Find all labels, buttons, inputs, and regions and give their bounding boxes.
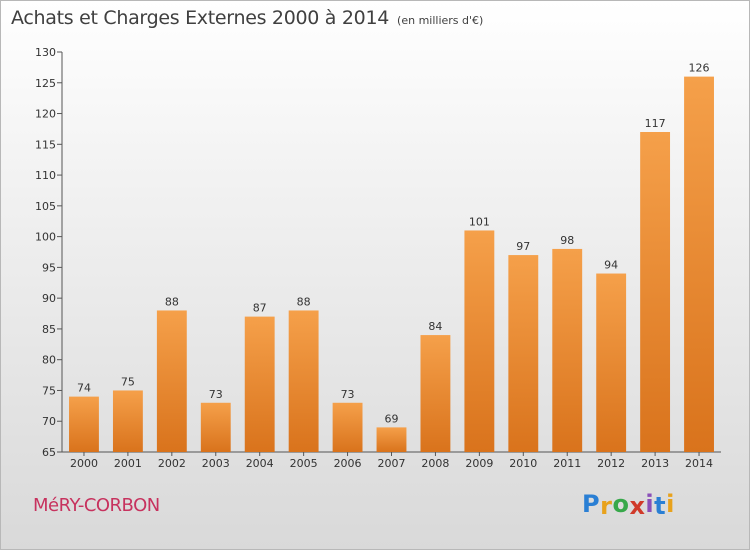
logo-letter: r — [600, 492, 613, 520]
chart-title: Achats et Charges Externes 2000 à 2014 (e… — [11, 7, 483, 29]
title-text: Achats et Charges Externes 2000 à 2014 — [11, 7, 390, 29]
x-tick-label: 2006 — [334, 457, 362, 470]
y-tick-label: 70 — [42, 415, 56, 428]
proxiti-logo: Proxiti — [582, 490, 675, 520]
bar-value-label: 117 — [645, 117, 666, 130]
x-tick-label: 2001 — [114, 457, 142, 470]
bar-value-label: 73 — [341, 388, 355, 401]
bar — [684, 76, 714, 452]
y-tick-label: 75 — [42, 384, 56, 397]
y-tick-label: 115 — [35, 138, 56, 151]
x-tick-label: 2003 — [202, 457, 230, 470]
x-tick-label: 2010 — [509, 457, 537, 470]
bar — [596, 273, 627, 452]
bar-value-label: 75 — [121, 375, 135, 388]
bar-value-label: 87 — [253, 302, 267, 315]
bar — [376, 427, 407, 452]
bar-value-label: 74 — [77, 382, 91, 395]
y-tick-label: 105 — [35, 200, 56, 213]
bar — [552, 248, 583, 452]
bar-value-label: 88 — [297, 295, 311, 308]
x-tick-label: 2014 — [685, 457, 713, 470]
bar — [69, 396, 99, 452]
bar-value-label: 94 — [604, 259, 618, 272]
bar — [112, 390, 143, 452]
bar — [200, 402, 231, 452]
logo-letter: o — [612, 490, 630, 518]
y-tick-label: 90 — [42, 292, 56, 305]
y-tick-label: 125 — [35, 77, 56, 90]
logo-letter: P — [582, 490, 601, 518]
logo-letter: i — [666, 490, 675, 518]
bars — [69, 76, 714, 452]
y-tick-label: 130 — [35, 46, 56, 59]
y-tick-label: 95 — [42, 261, 56, 274]
y-tick-label: 85 — [42, 323, 56, 336]
bar-value-label: 101 — [469, 215, 490, 228]
x-tick-label: 2009 — [465, 457, 493, 470]
bar — [332, 402, 363, 452]
bar — [464, 230, 495, 452]
x-tick-label: 2012 — [597, 457, 625, 470]
logo-letter: t — [654, 492, 667, 520]
x-tick-label: 2008 — [421, 457, 449, 470]
data-labels: 74 75 88 73 87 88 73 69 84 101 97 98 94 117 126 — [77, 62, 710, 426]
bar-value-label: 126 — [689, 62, 710, 75]
bar — [640, 132, 671, 452]
bar — [244, 316, 275, 452]
location-name: MéRY-CORBON — [33, 495, 160, 516]
bar-value-label: 84 — [428, 320, 442, 333]
bar — [420, 335, 451, 452]
logo-letter: x — [629, 492, 646, 520]
x-tick-label: 2011 — [553, 457, 581, 470]
x-tick-label: 2013 — [641, 457, 669, 470]
bar-value-label: 88 — [165, 295, 179, 308]
y-tick-label: 110 — [35, 169, 56, 182]
bar — [508, 255, 539, 452]
x-tick-label: 2000 — [70, 457, 98, 470]
bar-value-label: 73 — [209, 388, 223, 401]
y-tick-label: 80 — [42, 354, 56, 367]
bar-value-label: 98 — [560, 234, 574, 247]
y-tick-label: 120 — [35, 108, 56, 121]
bar — [288, 310, 319, 452]
bar-value-label: 69 — [385, 412, 399, 425]
x-tick-label: 2007 — [378, 457, 406, 470]
logo-letter: i — [645, 490, 655, 518]
bar-value-label: 97 — [516, 240, 530, 253]
x-tick-label: 2004 — [246, 457, 274, 470]
unit-label: (en milliers d'€) — [397, 14, 484, 27]
bar — [156, 310, 187, 452]
x-tick-label: 2002 — [158, 457, 186, 470]
y-tick-label: 100 — [35, 231, 56, 244]
y-tick-label: 65 — [42, 446, 56, 459]
x-tick-label: 2005 — [290, 457, 318, 470]
